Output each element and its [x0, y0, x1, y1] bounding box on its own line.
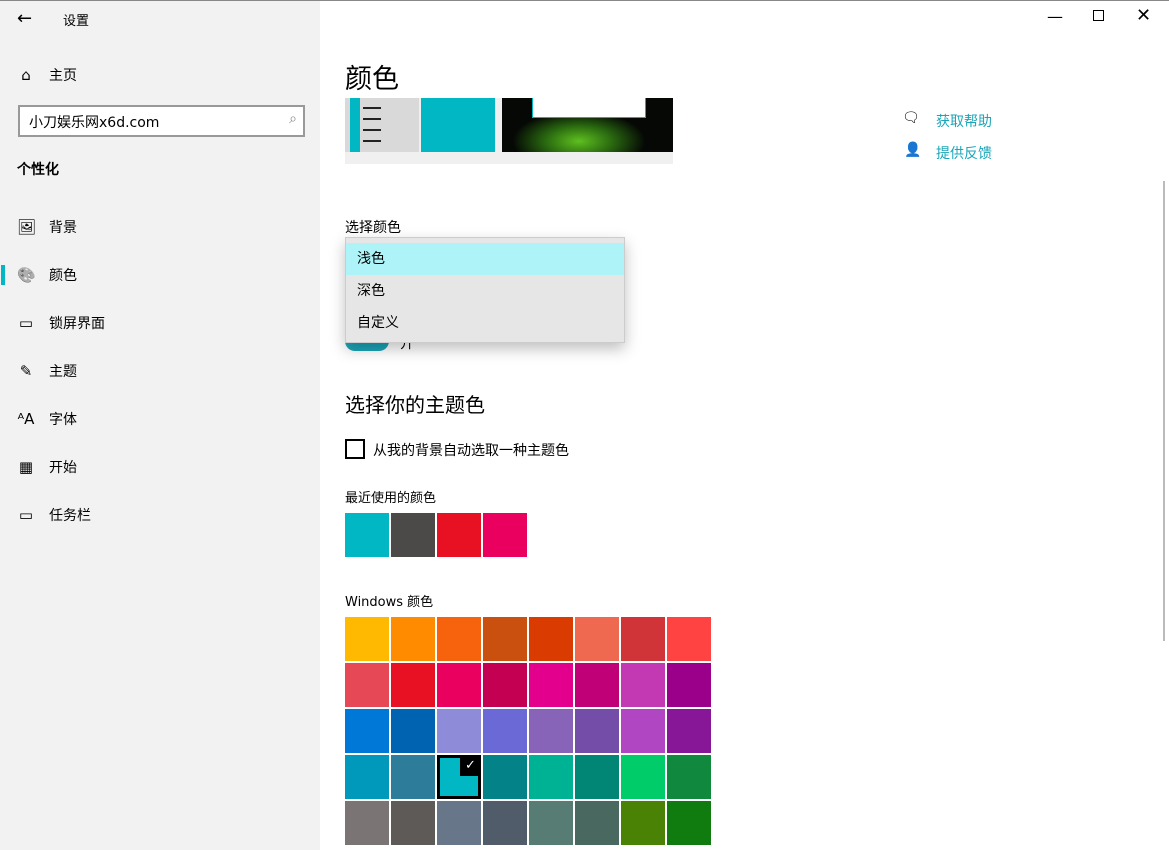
windows-color-swatch[interactable]	[483, 801, 527, 845]
windows-color-swatch[interactable]	[391, 755, 435, 799]
page-title: 颜色	[345, 64, 399, 95]
font-icon: ᴬA	[17, 410, 35, 428]
windows-color-swatch[interactable]	[529, 663, 573, 707]
color-mode-dropdown[interactable]: 浅色 深色 自定义	[345, 237, 625, 343]
selected-indicator	[1, 265, 5, 285]
get-help-link[interactable]: 获取帮助	[936, 114, 992, 130]
windows-color-swatch[interactable]	[345, 755, 389, 799]
windows-color-swatch[interactable]	[437, 617, 481, 661]
windows-color-swatch[interactable]	[667, 663, 711, 707]
windows-color-swatch[interactable]	[575, 709, 619, 753]
checkmark-icon: ✓	[460, 755, 481, 776]
search-icon[interactable]: ⌕	[289, 111, 297, 127]
sidebar	[0, 1, 320, 850]
sidebar-item-label: 锁屏界面	[49, 316, 105, 332]
recent-colors-label: 最近使用的颜色	[345, 491, 437, 506]
windows-color-swatch[interactable]	[437, 801, 481, 845]
preview-image	[345, 98, 673, 164]
windows-color-swatch[interactable]	[391, 709, 435, 753]
sidebar-item-home[interactable]: ⌂ 主页	[0, 55, 320, 95]
windows-color-swatch[interactable]	[667, 709, 711, 753]
windows-color-swatch[interactable]	[575, 801, 619, 845]
back-arrow-icon[interactable]: ←	[17, 8, 33, 29]
choose-color-label: 选择颜色	[345, 220, 401, 236]
recent-color-swatch[interactable]	[483, 513, 527, 557]
window-title: 设置	[63, 14, 90, 29]
sidebar-item-3[interactable]: ✎ 主题	[0, 351, 320, 391]
windows-color-swatch[interactable]	[345, 663, 389, 707]
search-value: 小刀娱乐网x6d.com	[29, 115, 160, 131]
windows-color-swatch[interactable]	[437, 709, 481, 753]
windows-color-swatch[interactable]	[437, 663, 481, 707]
recent-color-swatch[interactable]	[437, 513, 481, 557]
windows-color-swatch[interactable]	[483, 755, 527, 799]
maximize-icon[interactable]	[1093, 10, 1104, 21]
windows-color-swatch[interactable]	[667, 801, 711, 845]
home-icon: ⌂	[21, 66, 31, 84]
auto-pick-label: 从我的背景自动选取一种主题色	[373, 443, 569, 459]
windows-color-swatch[interactable]	[391, 801, 435, 845]
taskbar-icon: ▭	[18, 506, 34, 524]
windows-color-swatch[interactable]	[345, 709, 389, 753]
windows-color-swatch[interactable]	[529, 755, 573, 799]
accent-title: 选择你的主题色	[345, 393, 485, 417]
sidebar-item-4[interactable]: ᴬA 字体	[0, 399, 320, 439]
windows-color-swatch[interactable]	[529, 617, 573, 661]
close-icon[interactable]: ✕	[1136, 5, 1152, 26]
sidebar-item-label: 背景	[49, 220, 77, 236]
image-icon: 🖼	[17, 218, 37, 236]
sidebar-item-label: 任务栏	[49, 508, 91, 524]
help-chat-icon: 🗨	[902, 110, 920, 126]
sidebar-item-label: 字体	[49, 412, 77, 428]
windows-color-swatch[interactable]	[621, 755, 665, 799]
recent-color-swatch[interactable]	[345, 513, 389, 557]
windows-color-swatch[interactable]	[483, 663, 527, 707]
windows-color-swatch[interactable]	[345, 801, 389, 845]
start-icon: ▦	[18, 458, 34, 476]
search-input[interactable]: 小刀娱乐网x6d.com ⌕	[18, 105, 305, 137]
sidebar-item-1[interactable]: 🎨 颜色	[0, 255, 320, 295]
windows-color-swatch[interactable]	[621, 663, 665, 707]
windows-color-swatch[interactable]	[529, 801, 573, 845]
theme-icon: ✎	[19, 362, 33, 380]
windows-color-swatch[interactable]	[575, 663, 619, 707]
feedback-link[interactable]: 提供反馈	[936, 146, 992, 162]
sidebar-item-label: 开始	[49, 460, 77, 476]
windows-color-swatch[interactable]	[621, 801, 665, 845]
windows-color-swatch[interactable]	[483, 617, 527, 661]
windows-color-swatch[interactable]	[391, 617, 435, 661]
auto-pick-checkbox[interactable]	[345, 439, 365, 459]
minimize-icon[interactable]: —	[1047, 7, 1063, 26]
windows-color-swatch[interactable]	[345, 617, 389, 661]
windows-color-swatch[interactable]	[575, 755, 619, 799]
lock-screen-icon: ▭	[18, 314, 34, 332]
dropdown-option-dark[interactable]: 深色	[357, 283, 385, 299]
scrollbar[interactable]	[1163, 181, 1165, 641]
windows-color-swatch[interactable]	[621, 709, 665, 753]
sidebar-item-2[interactable]: ▭ 锁屏界面	[0, 303, 320, 343]
dropdown-option-light[interactable]: 浅色	[346, 243, 624, 275]
windows-color-swatch[interactable]	[483, 709, 527, 753]
home-label: 主页	[49, 68, 77, 84]
sidebar-item-6[interactable]: ▭ 任务栏	[0, 495, 320, 535]
windows-colors-label: Windows 颜色	[345, 595, 434, 610]
windows-color-swatch[interactable]	[575, 617, 619, 661]
dropdown-option-custom[interactable]: 自定义	[357, 315, 399, 331]
recent-color-swatch[interactable]	[391, 513, 435, 557]
sidebar-item-5[interactable]: ▦ 开始	[0, 447, 320, 487]
windows-color-swatch[interactable]	[667, 617, 711, 661]
sidebar-item-0[interactable]: 🖼 背景	[0, 207, 320, 247]
windows-color-swatch[interactable]	[667, 755, 711, 799]
section-heading: 个性化	[17, 162, 59, 178]
windows-color-swatch[interactable]	[391, 663, 435, 707]
windows-color-swatch[interactable]	[529, 709, 573, 753]
sidebar-item-label: 主题	[49, 364, 77, 380]
palette-icon: 🎨	[17, 266, 36, 284]
windows-color-swatch[interactable]	[621, 617, 665, 661]
feedback-icon: 👤	[904, 142, 922, 158]
windows-color-swatch[interactable]: ✓	[437, 755, 481, 799]
sidebar-item-label: 颜色	[49, 268, 77, 284]
